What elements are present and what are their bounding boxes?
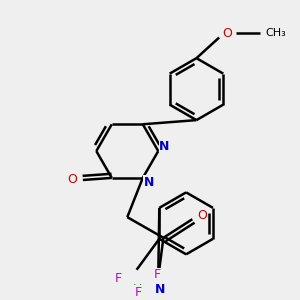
Text: F: F (154, 268, 161, 281)
Text: H: H (133, 283, 142, 296)
Text: F: F (115, 272, 122, 285)
Text: F: F (135, 286, 142, 299)
Text: O: O (198, 208, 208, 222)
Text: O: O (68, 173, 77, 187)
Text: N: N (159, 140, 170, 154)
Text: N: N (144, 176, 154, 188)
Text: CH₃: CH₃ (266, 28, 286, 38)
Text: O: O (223, 27, 232, 40)
Text: N: N (155, 283, 166, 296)
